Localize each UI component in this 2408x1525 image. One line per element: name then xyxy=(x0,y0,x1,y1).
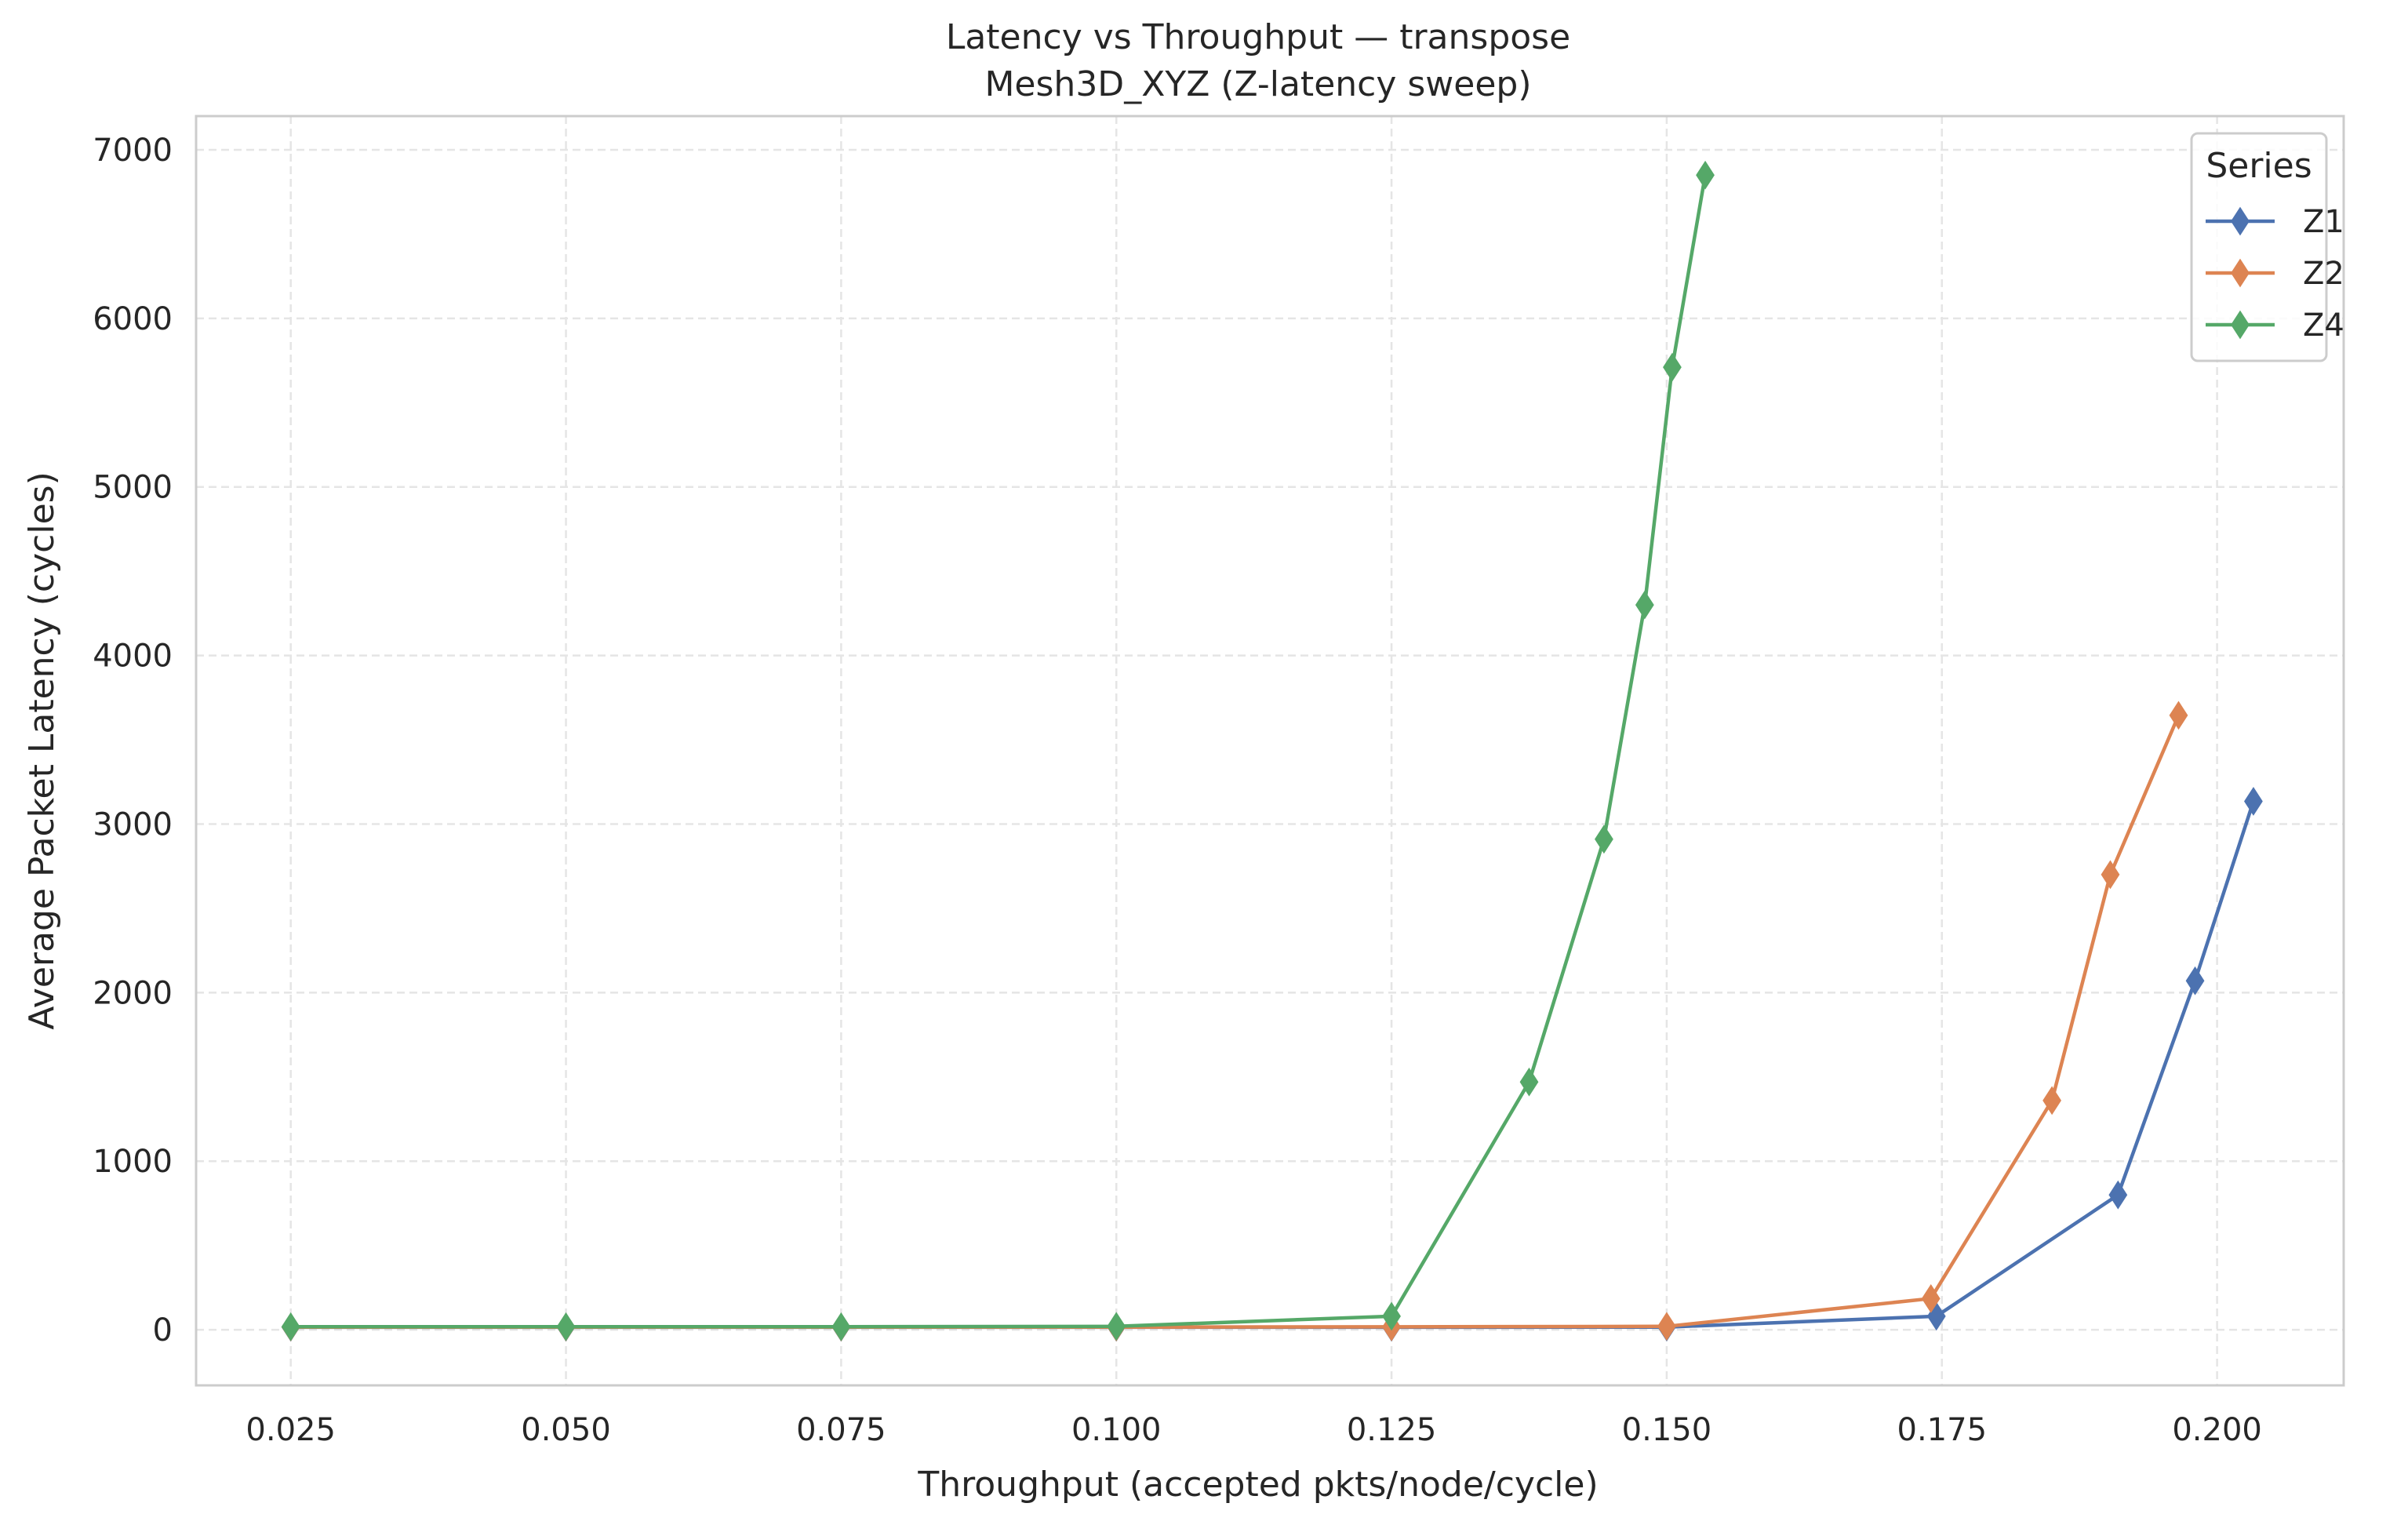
grid-lines xyxy=(196,116,2344,1385)
x-axis-ticks: 0.025 0.050 0.075 0.100 0.125 0.150 0.175 0.200 xyxy=(246,1412,2261,1448)
legend-label: Z4 xyxy=(2303,308,2344,344)
y-tick-label: 3000 xyxy=(93,806,173,843)
data-point-z4 xyxy=(1635,590,1654,620)
chart-title: Latency vs Throughput — transpose xyxy=(946,17,1570,57)
legend-label: Z2 xyxy=(2303,256,2344,292)
data-point-z2 xyxy=(1921,1283,1941,1313)
data-point-z1 xyxy=(2185,966,2205,995)
y-tick-label: 5000 xyxy=(93,470,173,506)
y-tick-label: 2000 xyxy=(93,975,173,1011)
x-tick-label: 0.150 xyxy=(1622,1412,1712,1448)
y-tick-label: 4000 xyxy=(93,639,173,675)
data-point-z2 xyxy=(2169,701,2188,730)
series-z2 xyxy=(281,701,2188,1342)
series-line-z1 xyxy=(289,799,2256,1330)
x-axis-label: Throughput (accepted pkts/node/cycle) xyxy=(917,1465,1598,1505)
y-tick-label: 1000 xyxy=(93,1144,173,1180)
chart-subtitle: Mesh3D_XYZ (Z-latency sweep) xyxy=(984,64,1531,104)
data-point-z1 xyxy=(2244,787,2263,816)
series-z4 xyxy=(281,160,1715,1341)
plot-area xyxy=(195,115,2345,1387)
data-point-z1 xyxy=(2108,1180,2128,1210)
y-axis-ticks: 0 1000 2000 3000 4000 5000 6000 7000 xyxy=(93,133,173,1348)
legend-entry-z2: Z2 xyxy=(2206,256,2344,292)
x-tick-label: 0.025 xyxy=(246,1412,336,1448)
data-point-z4 xyxy=(281,1312,300,1341)
legend-entry-z4: Z4 xyxy=(2206,308,2344,344)
data-point-z4 xyxy=(1519,1067,1539,1097)
legend-marker xyxy=(2231,258,2250,288)
data-point-z2 xyxy=(1657,1312,1676,1341)
data-point-z4 xyxy=(1663,352,1682,382)
x-tick-label: 0.050 xyxy=(521,1412,611,1448)
data-point-z4 xyxy=(556,1312,576,1341)
data-point-z4 xyxy=(1595,824,1613,854)
data-point-z4 xyxy=(831,1312,851,1341)
x-tick-label: 0.200 xyxy=(2172,1412,2262,1448)
series-layer xyxy=(281,160,2263,1342)
y-tick-label: 6000 xyxy=(93,301,173,337)
x-tick-label: 0.125 xyxy=(1347,1412,1437,1448)
x-tick-label: 0.075 xyxy=(796,1412,886,1448)
data-point-z4 xyxy=(1696,160,1715,190)
legend-entries: Z1 Z2 Z4 xyxy=(2206,204,2344,344)
data-point-z4 xyxy=(1107,1312,1126,1341)
y-axis-label: Average Packet Latency (cycles) xyxy=(22,471,62,1029)
series-line-z4 xyxy=(289,173,1708,1329)
legend-label: Z1 xyxy=(2303,204,2344,240)
legend-marker xyxy=(2231,206,2250,236)
legend: Series Z1 Z2 Z4 xyxy=(2190,132,2344,362)
x-tick-label: 0.175 xyxy=(1897,1412,1988,1448)
legend-marker xyxy=(2231,310,2250,340)
legend-title: Series xyxy=(2206,146,2312,186)
series-z1 xyxy=(281,787,2263,1342)
legend-frame xyxy=(2190,132,2328,362)
x-tick-label: 0.100 xyxy=(1071,1412,1162,1448)
y-tick-label: 0 xyxy=(153,1312,173,1348)
legend-entry-z1: Z1 xyxy=(2206,204,2344,240)
y-tick-label: 7000 xyxy=(93,133,173,169)
data-point-z2 xyxy=(2042,1086,2061,1116)
data-point-z4 xyxy=(1382,1301,1401,1331)
series-line-z2 xyxy=(289,713,2181,1329)
data-point-z2 xyxy=(2101,860,2120,890)
